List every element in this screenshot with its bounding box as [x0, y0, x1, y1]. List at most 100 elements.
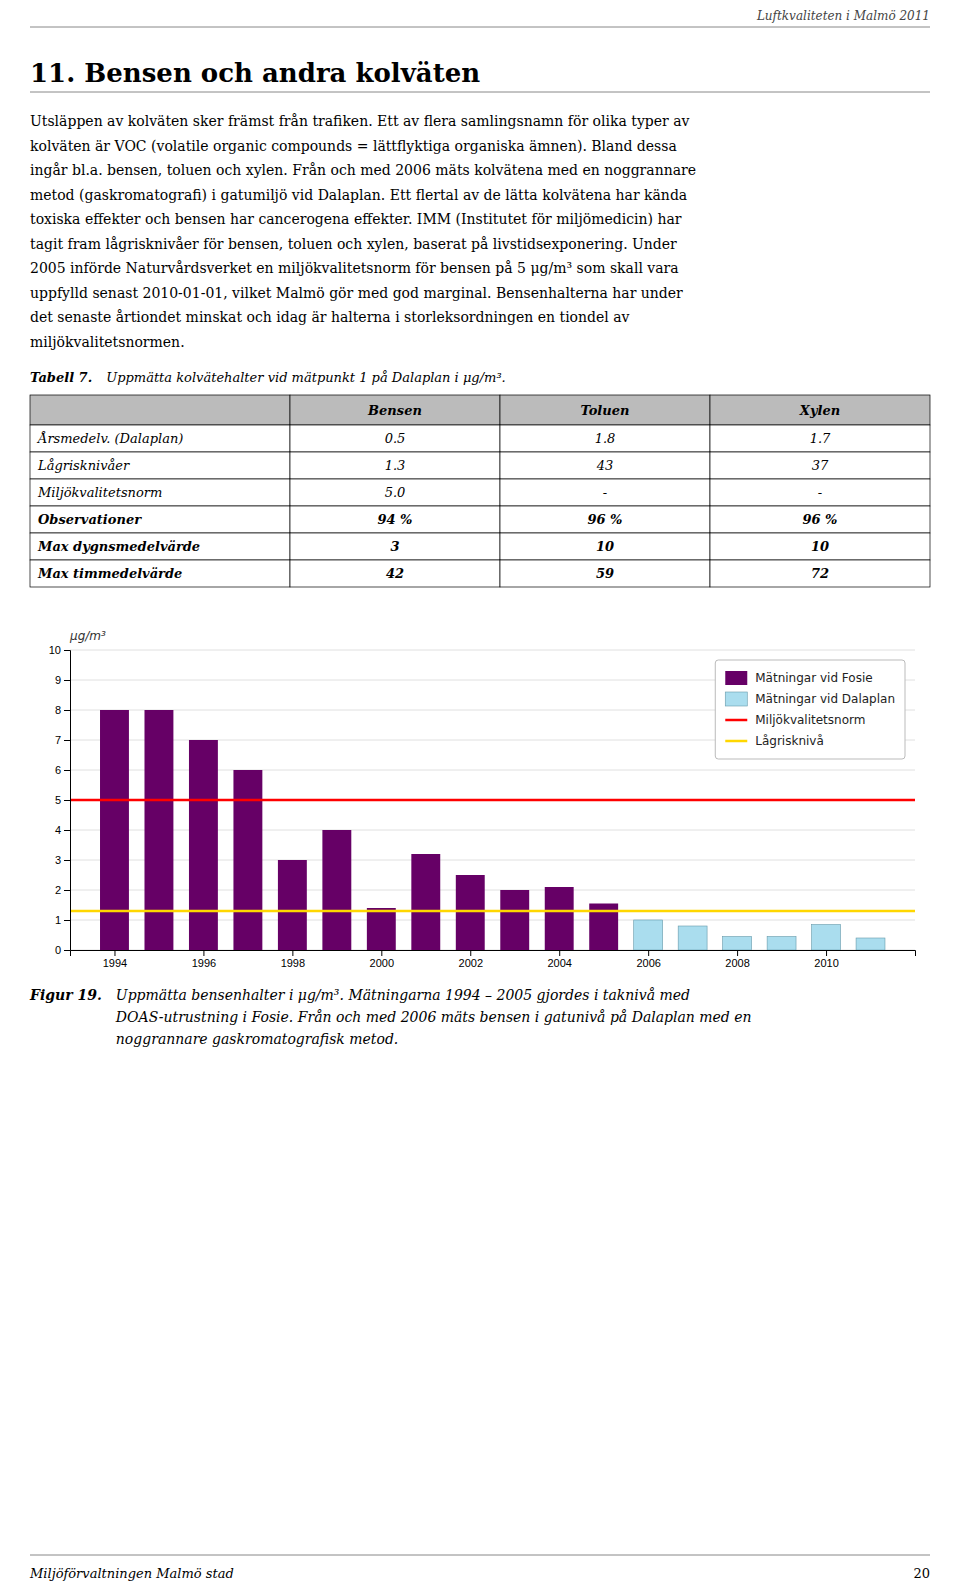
- y-tick: 3: [55, 854, 70, 866]
- table-cell-text: 1.8: [595, 431, 616, 446]
- table-cell: [500, 425, 710, 452]
- table-cell-text: -: [603, 485, 607, 500]
- body-line: miljökvalitetsnormen.: [30, 334, 185, 350]
- grid: [70, 650, 915, 950]
- x-tick-mark: [114, 950, 115, 956]
- y-tick: 10: [49, 644, 70, 656]
- y-tick-label: 10: [49, 644, 61, 656]
- table-cell: [290, 425, 500, 452]
- y-tick-mark: [64, 860, 70, 861]
- y-tick-label: 4: [55, 824, 61, 836]
- table-cell-text: 5.0: [385, 485, 406, 500]
- bar: [278, 860, 307, 950]
- y-tick-label: 3: [55, 854, 61, 866]
- table-cell-text: 10: [811, 539, 829, 554]
- legend-swatch: [725, 671, 747, 685]
- table-cell: [30, 479, 290, 506]
- y-tick: 6: [55, 764, 70, 776]
- legend-entry: Mätningar vid Dalaplan: [755, 692, 895, 706]
- legend-entry: Mätningar vid Fosie: [755, 671, 872, 685]
- bar: [767, 937, 796, 951]
- table-cell-text: 1.7: [810, 431, 831, 446]
- table-cell-text: 96 %: [588, 512, 623, 527]
- table-cell: [710, 560, 930, 587]
- table-cell: [30, 452, 290, 479]
- plot-marks: [70, 710, 915, 950]
- table-cell-text: 37: [812, 458, 829, 473]
- reference-line: [70, 799, 915, 802]
- caption-line: noggrannare gaskromatografisk metod.: [116, 1031, 398, 1047]
- x-tick-mark: [292, 950, 293, 956]
- y-tick-label: 7: [55, 734, 61, 746]
- x-tick-mark: [381, 950, 382, 956]
- x-tick: 2002: [459, 950, 483, 969]
- bar: [500, 890, 529, 950]
- y-tick-mark: [64, 770, 70, 771]
- footer-right: 20: [913, 1566, 930, 1581]
- table-cell-text: 3: [390, 539, 399, 554]
- x-tick-label: 2004: [547, 957, 571, 969]
- body-line: ingår bl.a. bensen, toluen och xylen. Fr…: [30, 162, 696, 178]
- rule: [30, 27, 930, 28]
- table-cell: [290, 506, 500, 533]
- table-cell: [290, 479, 500, 506]
- y-tick: 2: [55, 884, 70, 896]
- table-cell-text: 43: [596, 458, 614, 473]
- bar: [812, 925, 841, 951]
- table-cell-text: 10: [596, 539, 614, 554]
- caption-line: Uppmätta bensenhalter i μg/m³. Mätningar…: [116, 987, 690, 1003]
- grid-line: [70, 800, 915, 801]
- body-line: uppfylld senast 2010-01-01, vilket Malmö…: [30, 285, 683, 301]
- y-tick-label: 5: [55, 794, 61, 806]
- y-tick-mark: [64, 890, 70, 891]
- table-cell: [500, 452, 710, 479]
- caption-line: DOAS-utrustning i Fosie. Från och med 20…: [115, 1009, 752, 1025]
- table-cell: [710, 452, 930, 479]
- table-cell: [290, 452, 500, 479]
- caption-label: Figur 19.: [29, 987, 102, 1003]
- table-cell: [500, 560, 710, 587]
- table-cell: [500, 479, 710, 506]
- bar-series: [100, 710, 618, 950]
- table-cell-text: 72: [811, 566, 829, 581]
- x-tick-label: 1996: [192, 957, 216, 969]
- bar: [233, 770, 262, 950]
- bar: [856, 938, 885, 950]
- table-cell: [710, 479, 930, 506]
- bar: [144, 710, 173, 950]
- table-cell-text: 0.5: [385, 431, 406, 446]
- section-title: 11. Bensen och andra kolväten: [30, 58, 480, 88]
- x-tick: 1998: [281, 950, 305, 969]
- footer-left: Miljöförvaltningen Malmö stad: [29, 1566, 234, 1581]
- table-cell: [30, 506, 290, 533]
- y-tick-mark: [64, 830, 70, 831]
- y-tick-label: 0: [55, 944, 61, 956]
- table-cell-text: Max timmedelvärde: [37, 566, 182, 581]
- bar: [189, 740, 218, 950]
- x-tick-mark: [648, 950, 649, 956]
- table-cell-text: Observationer: [38, 512, 142, 527]
- bar: [723, 937, 752, 951]
- y-tick-mark: [64, 740, 70, 741]
- x-axis-line: [71, 951, 916, 957]
- x-tick-label: 1998: [281, 957, 305, 969]
- body-line: tagit fram lågrisknivåer för bensen, tol…: [30, 236, 677, 252]
- chart: μg/m³19941996199820002002200420062008201…: [49, 629, 916, 969]
- rule: [30, 1555, 930, 1556]
- x-tick-label: 2002: [459, 957, 483, 969]
- table-cell-text: 59: [596, 566, 614, 581]
- bar: [411, 854, 440, 950]
- y-axis-line: [64, 651, 71, 951]
- table-header-cell: [500, 395, 710, 425]
- bar: [634, 920, 663, 950]
- table-cell-text: Lågrisknivåer: [37, 458, 130, 473]
- y-tick-mark: [64, 950, 70, 951]
- y-tick: 7: [55, 734, 70, 746]
- table-cell-text: 1.3: [385, 458, 406, 473]
- y-tick-label: 9: [55, 674, 61, 686]
- table-cell: [500, 533, 710, 560]
- table-cell: [710, 425, 930, 452]
- table-cell: [290, 560, 500, 587]
- x-tick: 2004: [547, 950, 571, 969]
- table-cell: [30, 560, 290, 587]
